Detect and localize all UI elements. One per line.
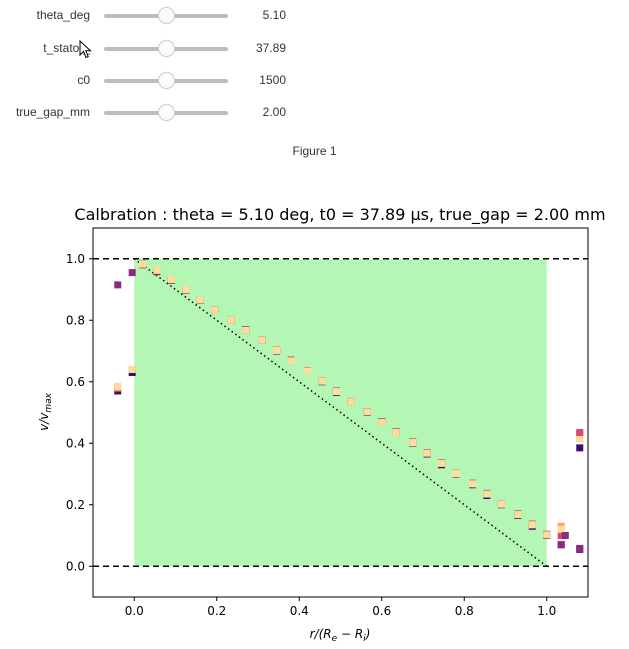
y-tick-label: 0.6 <box>66 375 85 389</box>
data-point-s4-11 <box>273 346 281 354</box>
x-tick-label: 0.6 <box>372 604 391 618</box>
slider-thumb[interactable] <box>158 104 175 121</box>
data-point-s6-0 <box>576 428 584 436</box>
data-point-s4-23 <box>452 469 460 477</box>
slider-value: 2.00 <box>262 105 286 119</box>
x-tick-label: 1.0 <box>537 604 556 618</box>
slider-value: 5.10 <box>262 8 286 22</box>
x-tick-label: 0.4 <box>290 604 309 618</box>
data-point-s4-18 <box>378 418 386 426</box>
data-point-s4-7 <box>211 306 219 314</box>
slider-true-gap[interactable]: true_gap_mm 2.00 <box>0 101 300 125</box>
data-point-s4-2 <box>139 260 146 268</box>
data-point-s4-16 <box>347 398 355 406</box>
data-point-s4-20 <box>409 439 417 447</box>
y-tick-label: 0.2 <box>66 498 85 512</box>
data-point-s1-31 <box>576 544 584 552</box>
data-point-s4-30 <box>557 525 565 533</box>
slider-label: theta_deg <box>36 8 90 22</box>
data-point-s4-25 <box>483 490 491 498</box>
chart-title: Calbration : theta = 5.10 deg, t0 = 37.8… <box>74 205 605 225</box>
data-point-s4-21 <box>423 449 431 457</box>
slider-label: c0 <box>77 73 90 87</box>
data-point-s4-3 <box>153 266 161 274</box>
data-point-s4-13 <box>304 367 311 375</box>
data-point-s4-29 <box>543 531 551 539</box>
data-point-s2-30 <box>557 532 565 539</box>
slider-t-stator[interactable]: t_stator_ 37.89 <box>0 37 300 61</box>
x-tick-label: 0.2 <box>207 604 226 618</box>
slider-c0[interactable]: c0 1500 <box>0 69 300 93</box>
slider-label: true_gap_mm <box>15 105 90 119</box>
data-point-s4-8 <box>227 316 235 324</box>
data-point-s4-0 <box>114 382 122 390</box>
mouse-cursor-icon <box>79 40 92 59</box>
y-tick-label: 0.8 <box>66 313 85 327</box>
data-point-s4-31 <box>576 435 584 443</box>
x-tick-label: 0.0 <box>125 604 144 618</box>
y-tick-label: 0.4 <box>66 436 85 450</box>
slider-theta-deg[interactable]: theta_deg 5.10 <box>0 4 300 28</box>
slider-label: t_stator_ <box>43 41 90 55</box>
data-point-s4-1 <box>128 365 136 373</box>
slider-thumb[interactable] <box>158 7 175 24</box>
data-point-s4-22 <box>438 459 446 467</box>
slider-value: 1500 <box>259 73 286 87</box>
data-point-s4-14 <box>318 377 326 385</box>
data-point-s1-0 <box>114 281 122 289</box>
data-point-s4-27 <box>514 511 522 519</box>
slider-value: 37.89 <box>255 41 286 55</box>
data-point-s4-6 <box>196 296 204 304</box>
data-point-s4-4 <box>167 275 175 283</box>
x-tick-label: 0.8 <box>455 604 474 618</box>
reference-line <box>133 258 548 567</box>
data-point-s4-9 <box>242 326 250 334</box>
plot-frame <box>92 227 589 598</box>
data-point-s4-26 <box>497 500 505 508</box>
slider-thumb[interactable] <box>158 72 175 89</box>
slider-thumb[interactable] <box>158 40 175 57</box>
y-axis-label: v/vmax <box>37 392 54 431</box>
data-point-s1-1 <box>128 269 136 277</box>
figure-label: Figure 1 <box>292 144 337 158</box>
data-point-s4-5 <box>182 286 190 293</box>
data-point-s7-0 <box>561 532 569 539</box>
y-tick-label: 1.0 <box>66 252 85 266</box>
data-point-s4-28 <box>528 521 536 529</box>
data-point-s4-19 <box>392 428 400 436</box>
data-point-s4-17 <box>363 408 371 416</box>
x-axis-label: r/(Re − Ri) <box>310 627 371 644</box>
data-point-s4-24 <box>469 480 476 488</box>
data-point-s1-30 <box>557 541 565 549</box>
data-point-s4-12 <box>287 357 295 365</box>
data-point-s4-10 <box>258 336 266 344</box>
y-tick-label: 0.0 <box>66 559 85 573</box>
data-point-s4-15 <box>332 388 340 396</box>
data-point-s5-0 <box>576 444 584 452</box>
